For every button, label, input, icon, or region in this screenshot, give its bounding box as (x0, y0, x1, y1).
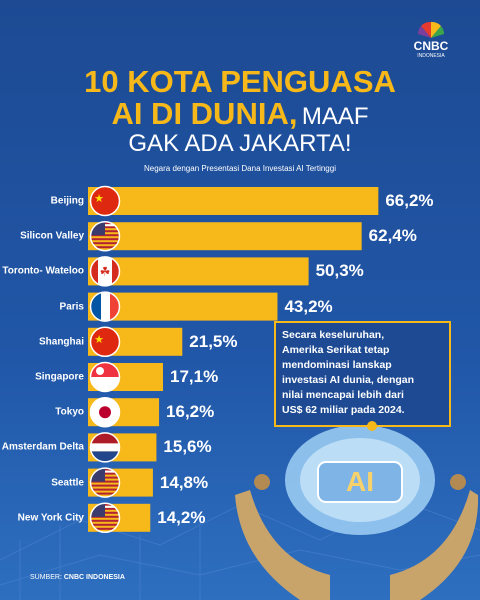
flag-part (91, 246, 119, 249)
flag-ring (89, 220, 121, 252)
flag-part (91, 492, 119, 495)
flag-star: ★ (94, 193, 104, 205)
title-rest: MAAF (301, 103, 369, 130)
flag-part (91, 527, 119, 530)
source: SUMBER: CNBC INDONESIA (30, 574, 125, 581)
value-label: 16,2% (166, 402, 215, 422)
flag-part (91, 377, 119, 391)
flag-part (91, 488, 119, 491)
flag (89, 220, 121, 252)
value-label: 62,4% (368, 226, 417, 246)
flag-ring (89, 185, 121, 217)
flag-ring (89, 502, 121, 534)
flag-sun (99, 406, 111, 419)
annotation-dot (367, 421, 377, 431)
value-label: 21,5% (189, 331, 238, 351)
category-label: Beijing (50, 195, 84, 207)
flag-ring (89, 432, 121, 463)
source-text: CNBC INDONESIA (63, 574, 125, 581)
flag-ring (89, 467, 121, 498)
flag-body (91, 433, 119, 462)
category-label: Toronto- Wateloo (2, 265, 84, 277)
flag (89, 291, 121, 322)
bar (88, 187, 379, 215)
flag-part (91, 451, 119, 462)
flag-part (91, 257, 98, 286)
title-highlight: AI DI DUNIA, (111, 96, 298, 131)
logo-icon (417, 21, 445, 38)
brand-sub: INDONESIA (417, 53, 445, 59)
flag-body: ☘ (91, 257, 119, 286)
flag-body (91, 398, 119, 427)
title-line3: GAK ADA JAKARTA! (128, 130, 352, 157)
flag-ring (89, 361, 121, 393)
value-label: 15,6% (163, 437, 212, 457)
flag-body (91, 292, 119, 321)
flag-part (112, 257, 119, 286)
brand-name: CNBC (413, 39, 449, 53)
flag-part (91, 187, 119, 215)
flag-body: ★ (91, 187, 119, 215)
flag: ★ (89, 326, 121, 358)
flag (89, 432, 121, 463)
flag: ★ (89, 185, 121, 217)
flag: ☘ (89, 256, 121, 287)
flag-part (91, 433, 119, 444)
flag-part (91, 242, 119, 245)
flag-body: ★ (91, 327, 119, 356)
category-label: Silicon Valley (20, 230, 84, 242)
flag-leaf: ☘ (100, 264, 111, 278)
flag (89, 361, 121, 393)
category-label: New York City (17, 512, 84, 524)
value-label: 66,2% (385, 191, 434, 210)
flag-part (91, 327, 119, 356)
flag (89, 502, 121, 534)
flag-ring (89, 326, 121, 358)
value-label: 50,3% (315, 261, 364, 281)
flag-part (91, 523, 119, 526)
category-label: Tokyo (55, 406, 84, 418)
annotation-box (274, 321, 451, 427)
annotation: Secara keseluruhan, Amerika Serikat teta… (282, 329, 415, 416)
flag-body (91, 222, 119, 249)
flag (89, 467, 121, 498)
category-label: Singapore (35, 371, 84, 383)
flag-part (91, 443, 119, 452)
flag-part (110, 292, 119, 321)
flag-part (91, 238, 119, 241)
flag-ring (89, 291, 121, 322)
subtitle: Negara dengan Presentasi Dana Investasi … (144, 164, 336, 173)
category-label: Seattle (51, 477, 84, 489)
value-label: 14,8% (159, 472, 209, 492)
value-label: 14,2% (157, 507, 206, 527)
flag (89, 396, 121, 428)
flag-part (91, 519, 119, 522)
flag-ring (89, 396, 121, 428)
title-line1: 10 KOTA PENGUASA (84, 64, 396, 99)
flag-part (101, 292, 110, 321)
category-label: Shanghai (38, 336, 84, 348)
brain-illustration (235, 425, 479, 600)
bar (88, 222, 362, 251)
bar (88, 257, 309, 286)
value-label: 43,2% (284, 296, 333, 316)
flag-body (91, 363, 119, 391)
flag-body (91, 503, 119, 530)
flag-star: ★ (94, 334, 104, 346)
image-label: AI (346, 466, 374, 497)
flag-moon (96, 367, 104, 375)
flag-part (91, 292, 101, 321)
value-label: 17,1% (169, 367, 219, 386)
category-label: Paris (59, 301, 84, 313)
category-label: Amsterdam Delta (1, 441, 84, 453)
source-label: SUMBER: (30, 574, 62, 581)
flag-part (91, 484, 119, 487)
flag-ring (89, 256, 121, 287)
title-line2: AI DI DUNIA, MAAF (0, 96, 480, 132)
